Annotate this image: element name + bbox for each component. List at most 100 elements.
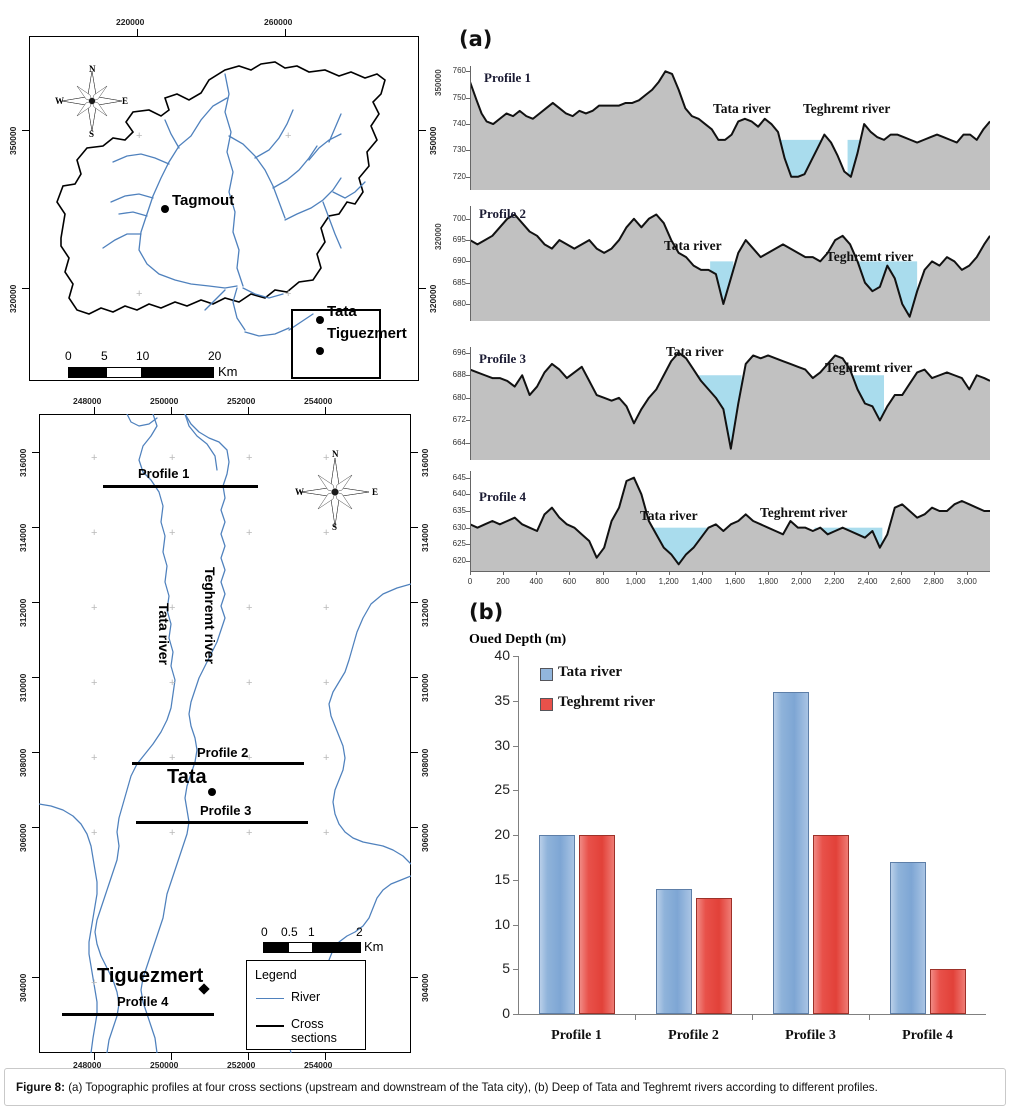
bar-chart-ytick [513, 1014, 518, 1016]
scalebar-label-2: 2 [356, 925, 363, 939]
profile-4-xtick-label: 1,600 [724, 577, 746, 586]
graticule-cross: + [169, 602, 176, 614]
profile-4-ytick-label: 625 [452, 539, 466, 549]
profile-2-ytick-label: 695 [452, 235, 466, 245]
scalebar-segment [68, 367, 106, 378]
profile-3-ytick-label: 680 [452, 392, 466, 402]
bar-chart-y-axis [518, 656, 520, 1014]
scalebar-label-05: 0.5 [281, 925, 298, 939]
profile-3-ytick [466, 375, 470, 377]
profile-4-xtick [933, 571, 935, 575]
overview-ytick [22, 288, 29, 290]
bar-profile-1-tata-river [538, 835, 575, 1014]
graticule-cross: + [169, 827, 176, 839]
profile-4-xtick-label: 2,400 [857, 577, 878, 586]
river-label-teghremt: Teghremt river [202, 567, 218, 664]
profile-4-xtick-label: 2,600 [890, 577, 911, 586]
bar-chart-ytick [513, 745, 518, 747]
city-marker-tagmout [161, 205, 169, 213]
bar-chart-ytick-label: 5 [502, 960, 510, 977]
profile-4-ytick [466, 544, 470, 546]
bar-chart-ytick [513, 656, 518, 658]
city-marker-tiguezmert [316, 347, 324, 355]
profile-4-ytick [466, 561, 470, 562]
profile-4-xtick-label: 1,800 [758, 577, 779, 586]
bar-chart-category-label-3: Profile 3 [785, 1028, 836, 1043]
detail-ytick-label: 308000 [18, 748, 28, 777]
graticule-cross: + [169, 452, 176, 464]
bar-chart-ytick [513, 924, 518, 926]
profile-1-ytick-label: 720 [452, 171, 466, 181]
overview-compass-e: E [122, 96, 129, 106]
overview-compass-s: S [89, 129, 95, 139]
graticule-cross: + [323, 827, 330, 839]
graticule-cross: + [136, 288, 143, 300]
detail-compass-n: N [332, 449, 339, 459]
profile-4-xtick-label: 2,000 [791, 577, 812, 586]
detail-ytick-label: 310000 [18, 673, 28, 702]
city-label-tiguezmert: Tiguezmert [97, 965, 204, 987]
profile-1-ytick [466, 71, 470, 73]
detail-ytick-right [411, 527, 418, 529]
scalebar-segment [288, 942, 313, 953]
bar-chart-category-separator [752, 1014, 754, 1020]
city-label-tiguezmert: Tiguezmert [327, 325, 407, 342]
detail-ytick-right [411, 827, 418, 829]
profile-3-tata-river-label: Tata river [666, 344, 724, 359]
detail-ytick-right [411, 977, 418, 979]
panel-a-label: (a) [459, 27, 493, 51]
detail-ytick [32, 677, 39, 679]
profile-4-ytick-label: 630 [452, 522, 466, 532]
profile-4-x-axis-line [470, 571, 990, 572]
bar-chart-ytick [513, 879, 518, 881]
overview-ytick-label: 350000 [8, 126, 18, 155]
bar-chart-legend-label-teghremt-river: Teghremt river [558, 694, 656, 710]
city-label-tata: Tata [167, 766, 207, 788]
overview-xtick [285, 29, 287, 36]
profile-2-ytick-label: 680 [452, 298, 466, 308]
profile-3-chart [469, 347, 991, 460]
detail-xtick-label-bottom: 254000 [304, 1060, 333, 1070]
scalebar-segment [313, 942, 361, 953]
profile-2-ytick-label: 690 [452, 256, 466, 266]
bar-chart-ytick-label: 15 [494, 870, 510, 887]
city-label-tagmout: Tagmout [172, 192, 235, 209]
detail-ytick [32, 827, 39, 829]
cross-section-profile-1 [103, 485, 258, 488]
overview-xtick [137, 29, 139, 36]
scalebar-segment [142, 367, 214, 378]
profile-4-xtick [966, 571, 968, 575]
overview-ytick-label: 320000 [8, 284, 18, 313]
detail-ytick-label: 306000 [18, 823, 28, 852]
profile-4-xtick [602, 571, 604, 575]
detail-ytick-right [411, 677, 418, 679]
detail-ytick [32, 527, 39, 529]
legend-label-river: River [291, 990, 321, 1004]
detail-ytick-right [411, 452, 418, 454]
bar-chart-category-label-1: Profile 1 [551, 1028, 602, 1043]
profile-1-ytick-label: 750 [452, 92, 466, 102]
graticule-cross: + [323, 602, 330, 614]
profile-4-xtick [768, 571, 770, 575]
detail-ytick-label: 304000 [18, 973, 28, 1002]
overview-compass-w: W [55, 96, 64, 106]
scalebar-unit: Km [364, 939, 384, 954]
profile-2-y-axis-title: 320000 [434, 223, 443, 250]
detail-compass-e: E [372, 487, 379, 497]
detail-xtick [171, 407, 173, 414]
bar-chart-legend-swatch-tata-river [540, 668, 553, 681]
profile-3-ytick-label: 696 [452, 347, 466, 357]
profile-4-ytick [466, 527, 470, 529]
profile-4-xtick [536, 571, 538, 575]
bar-chart-ytick-label: 40 [494, 647, 510, 663]
graticule-cross: + [169, 527, 176, 539]
profile-4-title: Profile 4 [479, 489, 527, 504]
cross-section-profile-2 [132, 762, 304, 765]
figure-caption: Figure 8: (a) Topographic profiles at fo… [16, 1080, 1001, 1095]
profile-2-tata-river-label: Tata river [664, 238, 722, 253]
profile-1-y-axis-title: 350000 [434, 69, 443, 96]
profile-2-ytick-label: 685 [452, 277, 466, 287]
overview-scalebar: 0 5 10 20 Km [65, 349, 238, 379]
detail-ytick-label-right: 304000 [420, 973, 430, 1002]
